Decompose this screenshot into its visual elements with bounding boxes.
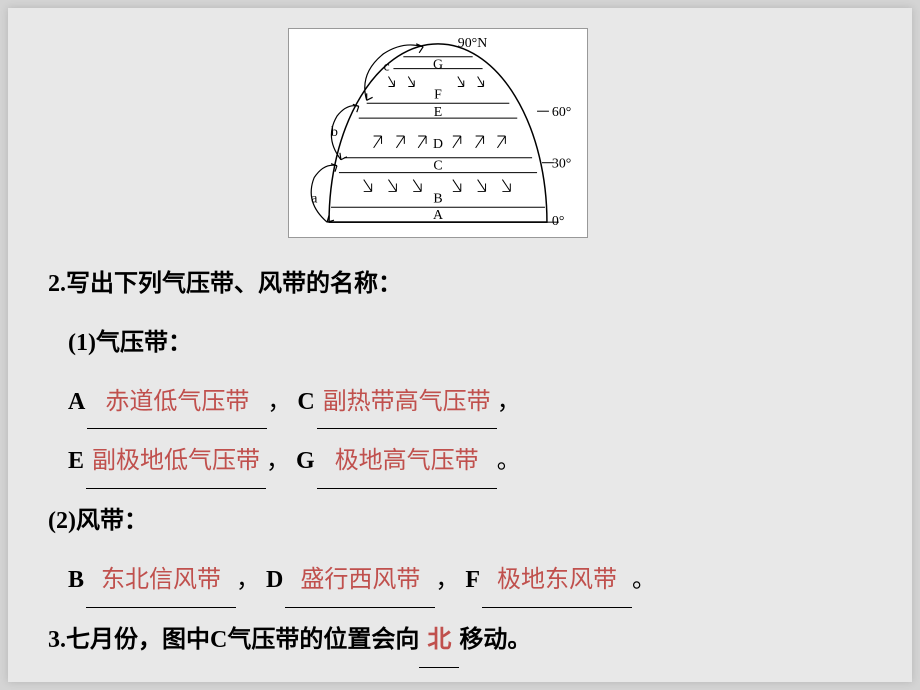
band-letter-A: A <box>433 207 443 222</box>
answer-q3: 北 <box>419 614 459 668</box>
comma-3: ， <box>266 448 290 474</box>
atmospheric-circulation-diagram: A B C D E F G 90°N 60° 30° 0° <box>288 28 588 238</box>
q2-part1-label: (1)气压带： <box>48 317 872 370</box>
q3-line: 3.七月份，图中C气压带的位置会向北移动。 <box>48 614 872 668</box>
band-letter-C: C <box>433 158 442 173</box>
wind-arrows-F <box>388 77 483 87</box>
q2-part1-line1: A赤道低气压带， C副热带高气压带， <box>48 376 872 430</box>
label-G: G <box>296 448 315 474</box>
q2-part2-line: B东北信风带， D盛行西风带， F极地东风带。 <box>48 554 872 608</box>
lat-60: 60° <box>552 104 571 119</box>
comma-5: ， <box>435 567 459 593</box>
band-letter-G: G <box>433 57 443 72</box>
label-A: A <box>68 389 85 415</box>
comma-4: ， <box>236 567 260 593</box>
q2-part1-line2: E副极地低气压带， G极地高气压带。 <box>48 435 872 489</box>
cell-label-c: c <box>384 59 390 74</box>
q3-after: 移动。 <box>459 627 531 653</box>
answer-C: 副热带高气压带 <box>317 376 497 430</box>
lat-30: 30° <box>552 156 571 171</box>
band-letter-B: B <box>433 190 442 205</box>
period-2: 。 <box>632 567 656 593</box>
band-letter-D: D <box>433 136 443 151</box>
label-D: D <box>266 567 283 593</box>
question-content: 2.写出下列气压带、风带的名称： (1)气压带： A赤道低气压带， C副热带高气… <box>48 258 872 674</box>
comma-1: ， <box>267 389 291 415</box>
diagram-svg: A B C D E F G 90°N 60° 30° 0° <box>289 29 587 237</box>
answer-G: 极地高气压带 <box>317 435 497 489</box>
label-B: B <box>68 567 84 593</box>
band-letter-E: E <box>434 104 442 119</box>
cell-label-b: b <box>331 124 338 139</box>
comma-2: ， <box>497 389 521 415</box>
answer-F: 极地东风带 <box>482 554 632 608</box>
answer-E: 副极地低气压带 <box>86 435 266 489</box>
q2-prompt: 2.写出下列气压带、风带的名称： <box>48 258 872 311</box>
q2-part2-label: (2)风带： <box>48 495 872 548</box>
cell-c <box>365 44 423 100</box>
lat-90: 90°N <box>458 35 487 50</box>
period-1: 。 <box>497 448 521 474</box>
q3-before: 3.七月份，图中C气压带的位置会向 <box>48 627 419 653</box>
answer-D: 盛行西风带 <box>285 554 435 608</box>
lat-0: 0° <box>552 213 564 228</box>
band-letter-F: F <box>434 86 442 101</box>
answer-B: 东北信风带 <box>86 554 236 608</box>
label-C: C <box>297 389 314 415</box>
label-E: E <box>68 448 84 474</box>
answer-A: 赤道低气压带 <box>87 376 267 430</box>
slide-container: A B C D E F G 90°N 60° 30° 0° <box>8 8 912 682</box>
label-F: F <box>465 567 480 593</box>
cell-label-a: a <box>311 190 317 205</box>
